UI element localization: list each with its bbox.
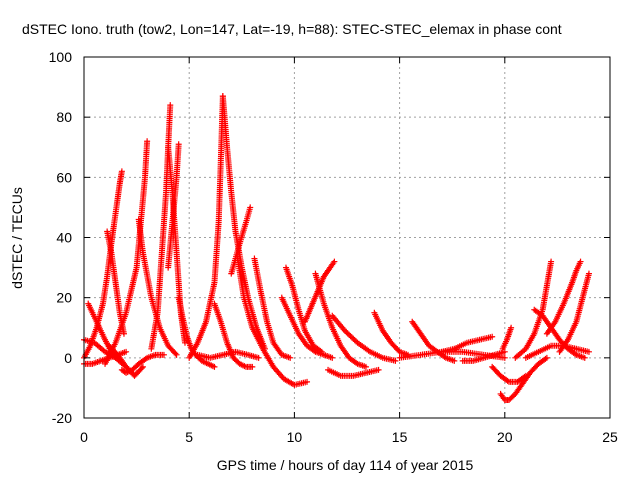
data-point [331, 258, 338, 265]
data-point [181, 339, 188, 346]
y-tick-label: 0 [64, 350, 72, 366]
data-point [585, 348, 592, 355]
series-arc-30 [438, 333, 496, 355]
data-point [175, 141, 182, 148]
data-point [375, 366, 382, 373]
data-point [489, 333, 496, 340]
series-arc-24 [312, 270, 369, 370]
data-point [287, 354, 294, 361]
data-point [138, 365, 145, 372]
data-point [144, 138, 151, 145]
series-arc-34 [499, 324, 515, 352]
x-tick-label: 15 [392, 429, 408, 445]
data-point [172, 350, 179, 357]
series-arc-31 [459, 348, 508, 364]
x-tick-label: 25 [602, 429, 618, 445]
data-point [247, 204, 254, 211]
series-arc-19 [234, 255, 311, 388]
data-point [392, 357, 399, 364]
data-point [167, 102, 174, 109]
series-arc-32 [497, 354, 550, 403]
series-arc-20 [251, 255, 294, 361]
data-point [362, 363, 369, 370]
x-tick-label: 0 [80, 429, 88, 445]
data-point [585, 270, 592, 277]
data-points [81, 93, 592, 403]
series-arc-26 [329, 312, 399, 364]
data-point [160, 351, 167, 358]
y-tick-label: 100 [49, 49, 73, 65]
data-point [255, 354, 262, 361]
series-arc-29 [396, 348, 508, 361]
y-tick-label: 60 [56, 169, 72, 185]
data-point [501, 354, 508, 361]
series-arc-22 [278, 294, 336, 361]
x-tick-label: 20 [497, 429, 513, 445]
series-arc-17 [194, 348, 262, 361]
series-arc-36 [531, 306, 588, 361]
series-arc-33 [489, 363, 529, 385]
data-point [548, 258, 555, 265]
data-point [304, 378, 311, 385]
series-arc-39 [522, 342, 592, 361]
x-tick-label: 10 [287, 429, 303, 445]
data-point [501, 348, 508, 355]
series-arc-18 [228, 204, 254, 277]
y-tick-label: -20 [52, 410, 72, 426]
data-point [508, 324, 515, 331]
series-arc-25 [325, 366, 382, 379]
y-tick-label: 20 [56, 290, 72, 306]
tick-labels: 0 5 10 15 20 25 -20 0 20 40 60 80 100 [49, 49, 618, 445]
x-axis-label: GPS time / hours of day 114 of year 2015 [217, 457, 474, 473]
series-arc-2 [85, 300, 121, 361]
data-point [543, 354, 550, 361]
data-point [118, 168, 125, 175]
series-arc-9 [118, 351, 167, 376]
data-point [451, 357, 458, 364]
series-arc-35 [512, 258, 555, 361]
y-tick-label: 40 [56, 230, 72, 246]
y-axis-label: dSTEC / TECUs [9, 187, 25, 289]
data-point [329, 354, 336, 361]
data-point [581, 354, 588, 361]
data-point [173, 351, 180, 358]
axis-ticks [83, 56, 611, 419]
data-point [522, 372, 529, 379]
data-point [577, 258, 584, 265]
y-tick-label: 80 [56, 109, 72, 125]
series-arc-21 [282, 264, 325, 355]
data-point [120, 330, 127, 337]
series-arc-6 [102, 138, 151, 367]
data-point [139, 363, 146, 370]
data-point [211, 363, 218, 370]
data-point [123, 348, 130, 355]
series-arc-13 [175, 294, 218, 370]
data-point [249, 363, 256, 370]
chart-title: dSTEC Iono. truth (tow2, Lon=147, Lat=-1… [22, 21, 562, 37]
series-arc-37 [543, 258, 584, 337]
series-arc-12 [165, 141, 182, 271]
series-arc-27 [371, 309, 412, 358]
x-tick-label: 5 [185, 429, 193, 445]
